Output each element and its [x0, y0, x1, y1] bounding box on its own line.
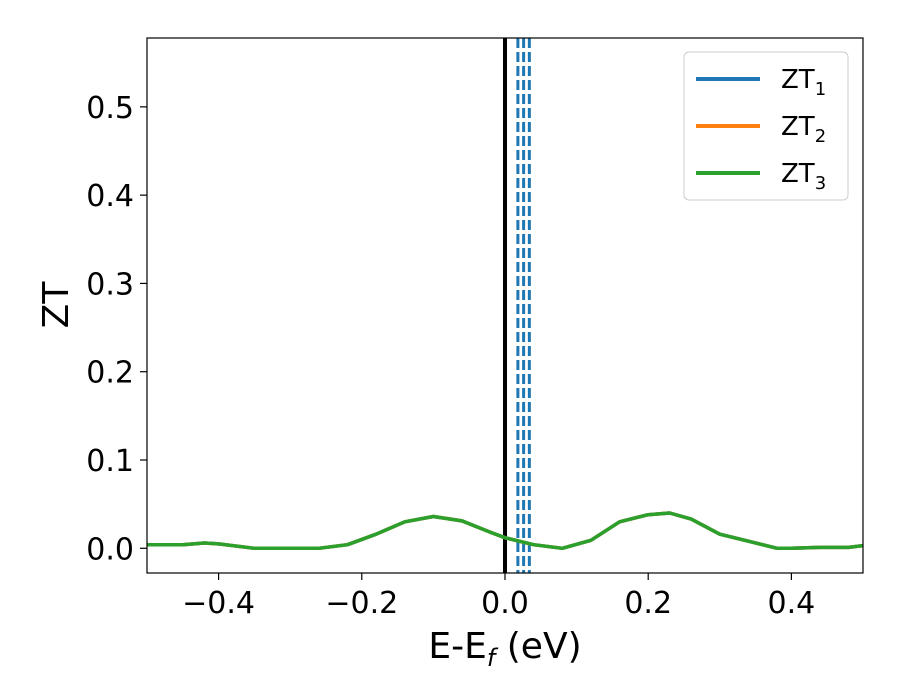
y-tick-label: 0.1 — [86, 444, 134, 479]
legend-label-sub: 2 — [815, 126, 826, 147]
series-line-zt3 — [147, 511, 863, 551]
x-axis-label-main: E-E — [428, 626, 486, 667]
y-tick-label: 0.0 — [86, 532, 134, 567]
y-tick-label: 0.5 — [86, 91, 134, 126]
x-tick-label: 0.0 — [481, 586, 529, 621]
legend-box — [683, 51, 849, 201]
y-tick-label: 0.2 — [86, 356, 134, 391]
y-axis: 0.0 0.1 0.2 0.3 0.4 0.5 — [86, 91, 147, 567]
x-tick-label: −0.2 — [325, 586, 398, 621]
x-axis-label-suffix: (eV) — [495, 626, 581, 667]
legend-label-main: ZT — [781, 159, 815, 189]
legend-label-main: ZT — [781, 112, 815, 142]
x-axis-label: E-Ef (eV) — [428, 626, 581, 672]
x-axis: −0.4 −0.2 0.0 0.2 0.4 — [182, 573, 815, 621]
legend-label-sub: 1 — [815, 79, 826, 100]
plot-area — [146, 37, 864, 574]
y-tick-label: 0.3 — [86, 267, 134, 302]
legend-label-zt1: ZT1 — [781, 65, 826, 100]
x-tick-label: 0.2 — [624, 586, 672, 621]
x-tick-label: −0.4 — [182, 586, 255, 621]
plot-content — [147, 38, 863, 573]
legend-label-zt3: ZT3 — [781, 159, 826, 194]
legend-label-sub: 3 — [815, 173, 826, 194]
x-tick-label: 0.4 — [768, 586, 816, 621]
y-tick-label: 0.4 — [86, 179, 134, 214]
legend-label-zt2: ZT2 — [781, 112, 826, 147]
y-axis-label: ZT — [36, 281, 77, 329]
legend-label-main: ZT — [781, 65, 815, 95]
